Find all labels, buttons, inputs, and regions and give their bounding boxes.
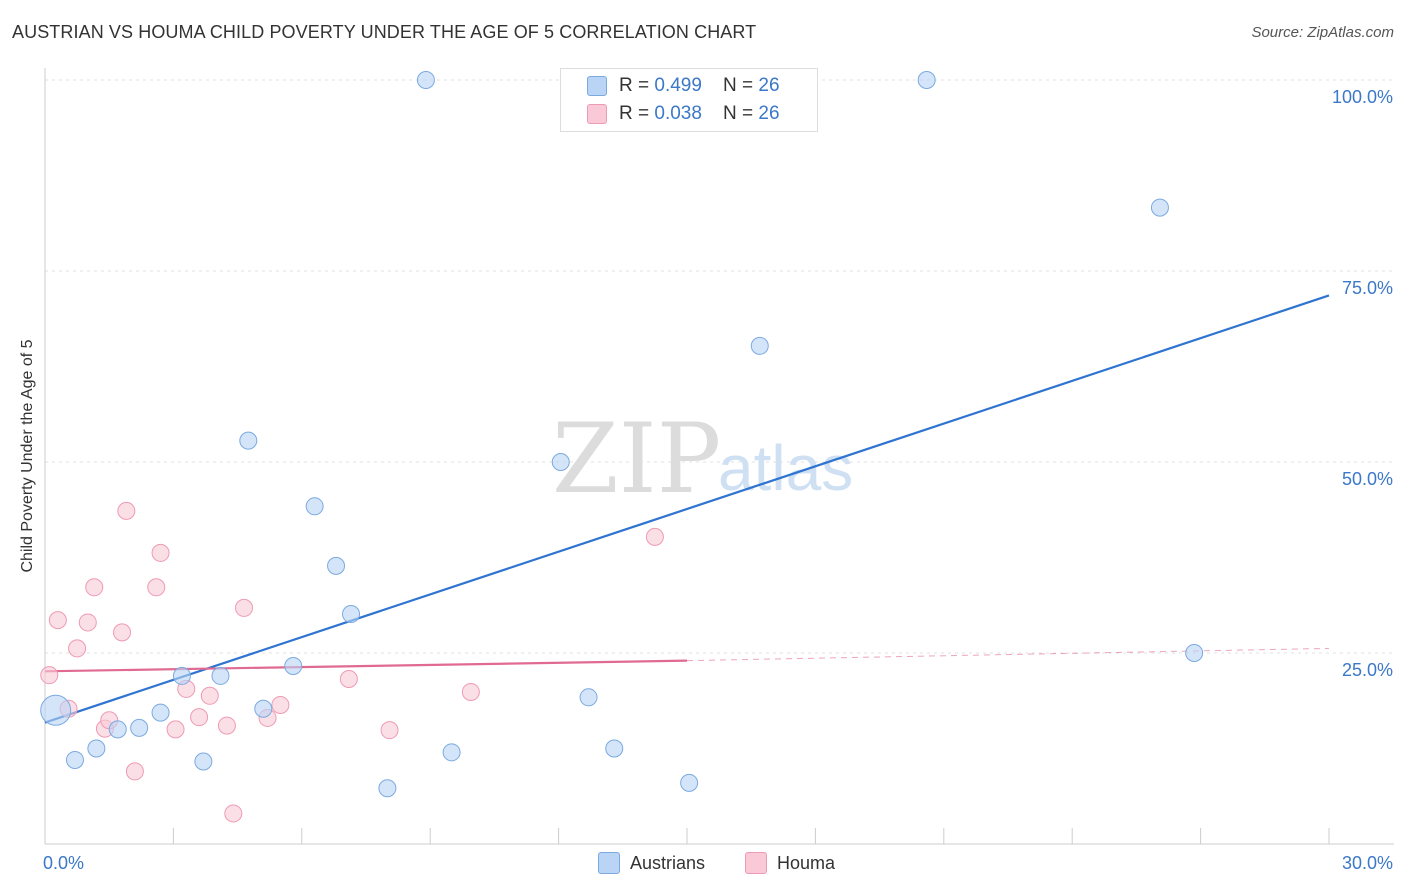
watermark: ZIP atlas	[552, 403, 853, 515]
austrians-point	[917, 71, 936, 89]
austrians-point	[750, 336, 769, 355]
source-label: Source: ZipAtlas.com	[1251, 24, 1394, 41]
y-tick-label: 25.0%	[1342, 660, 1393, 680]
austrians-point	[579, 688, 598, 707]
watermark-zip: ZIP	[552, 403, 721, 515]
houma-n-label: N =	[723, 103, 759, 124]
austrians-legend-swatch	[598, 852, 620, 874]
austrians-point	[172, 666, 191, 685]
houma-swatch	[587, 104, 607, 124]
austrians-point	[327, 556, 346, 575]
houma-point	[200, 686, 219, 705]
houma-point	[85, 578, 104, 597]
houma-point	[113, 623, 132, 642]
houma-point	[224, 804, 243, 823]
austrians-point	[239, 431, 258, 450]
houma-point	[78, 613, 97, 632]
austrians-trend-line	[44, 294, 1330, 724]
austrians-point	[342, 605, 361, 624]
austrians-point	[416, 71, 435, 89]
legend-row-austrians: R = 0.499 N = 26	[587, 74, 780, 98]
houma-trend-extension	[686, 647, 1330, 662]
houma-trend-line	[44, 659, 688, 673]
bottom-legend-houma: Houma	[745, 852, 835, 874]
houma-point	[339, 669, 358, 688]
houma-point	[68, 639, 87, 658]
legend-row-houma: R = 0.038 N = 26	[587, 102, 780, 126]
watermark-atlas: atlas	[718, 432, 853, 504]
austrians-point	[130, 718, 149, 737]
houma-point	[151, 543, 170, 562]
austrians-n-label: N =	[723, 75, 759, 96]
correlation-legend: R = 0.499 N = 26 R = 0.038 N = 26	[560, 68, 818, 132]
houma-point	[190, 708, 209, 727]
austrians-point	[87, 739, 106, 758]
austrians-point	[378, 779, 397, 798]
austrians-point	[442, 743, 461, 762]
houma-point	[125, 762, 144, 781]
trend-lines	[44, 294, 1330, 724]
houma-point	[271, 695, 290, 714]
houma-point	[235, 598, 254, 617]
austrians-r-value: 0.499	[654, 75, 702, 96]
austrians-point	[305, 497, 324, 516]
houma-point	[380, 721, 399, 740]
austrians-swatch	[587, 76, 607, 96]
houma-point	[217, 716, 236, 735]
houma-point	[645, 527, 664, 546]
tick-labels: 25.0% 50.0% 75.0% 100.0% 0.0% 30.0%	[43, 87, 1393, 873]
austrians-point	[1185, 644, 1204, 662]
austrians-point	[151, 703, 170, 722]
austrians-point	[40, 694, 72, 726]
austrians-points	[40, 71, 1204, 798]
houma-r-label: R =	[619, 103, 655, 124]
y-tick-label: 50.0%	[1342, 469, 1393, 489]
houma-r-value: 0.038	[654, 103, 702, 124]
austrians-point	[1150, 198, 1169, 217]
austrians-n-value: 26	[758, 75, 780, 96]
houma-point	[461, 682, 480, 701]
x-tick-label-max: 30.0%	[1342, 853, 1393, 873]
austrians-point	[551, 453, 570, 471]
houma-point	[117, 501, 136, 520]
houma-point	[40, 666, 59, 685]
houma-point	[48, 611, 67, 630]
houma-point	[147, 578, 166, 597]
bottom-legend-austrians: Austrians	[598, 852, 705, 874]
austrians-point	[108, 720, 127, 739]
houma-legend-label: Houma	[777, 852, 836, 873]
austrians-point	[194, 752, 213, 771]
houma-point	[166, 720, 185, 739]
houma-n-value: 26	[758, 103, 780, 124]
austrians-point	[211, 666, 230, 685]
austrians-legend-label: Austrians	[630, 852, 706, 873]
chart-title: AUSTRIAN VS HOUMA CHILD POVERTY UNDER TH…	[12, 22, 757, 42]
austrians-point	[680, 773, 699, 792]
y-tick-label: 100.0%	[1332, 87, 1393, 107]
austrians-point	[65, 750, 84, 769]
austrians-point	[254, 699, 273, 718]
austrians-point	[284, 656, 303, 675]
austrians-r-label: R =	[619, 75, 655, 96]
grid-lines	[45, 79, 1394, 654]
austrians-point	[605, 739, 624, 758]
houma-points	[40, 501, 664, 823]
x-tick-label-min: 0.0%	[43, 853, 84, 873]
houma-legend-swatch	[745, 852, 767, 874]
y-tick-label: 75.0%	[1342, 278, 1393, 298]
